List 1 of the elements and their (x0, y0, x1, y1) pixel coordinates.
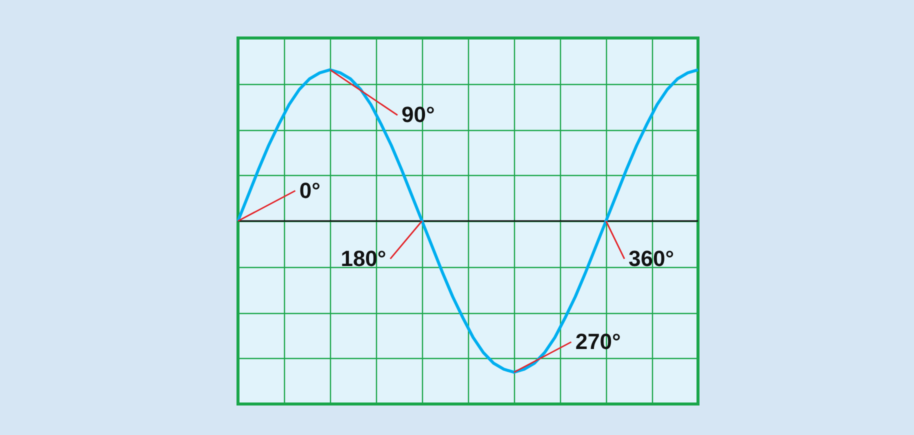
annotation: 0° (299, 178, 320, 203)
